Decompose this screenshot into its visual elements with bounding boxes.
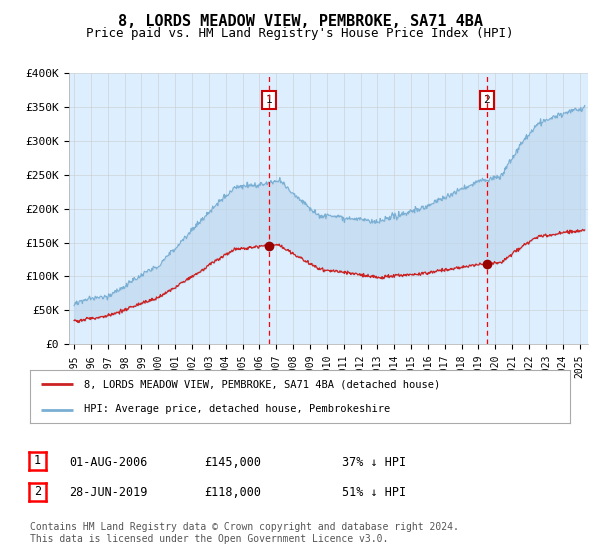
Text: 2: 2 bbox=[484, 95, 490, 105]
Text: 1: 1 bbox=[266, 95, 272, 105]
Text: 28-JUN-2019: 28-JUN-2019 bbox=[69, 486, 148, 500]
Text: HPI: Average price, detached house, Pembrokeshire: HPI: Average price, detached house, Pemb… bbox=[84, 404, 390, 414]
Text: 51% ↓ HPI: 51% ↓ HPI bbox=[342, 486, 406, 500]
Text: 01-AUG-2006: 01-AUG-2006 bbox=[69, 455, 148, 469]
Text: 2: 2 bbox=[34, 485, 41, 498]
Text: Contains HM Land Registry data © Crown copyright and database right 2024.
This d: Contains HM Land Registry data © Crown c… bbox=[30, 522, 459, 544]
Text: Price paid vs. HM Land Registry's House Price Index (HPI): Price paid vs. HM Land Registry's House … bbox=[86, 27, 514, 40]
Text: 8, LORDS MEADOW VIEW, PEMBROKE, SA71 4BA: 8, LORDS MEADOW VIEW, PEMBROKE, SA71 4BA bbox=[118, 14, 482, 29]
Text: £145,000: £145,000 bbox=[204, 455, 261, 469]
Text: 37% ↓ HPI: 37% ↓ HPI bbox=[342, 455, 406, 469]
Text: £118,000: £118,000 bbox=[204, 486, 261, 500]
Text: 1: 1 bbox=[34, 454, 41, 468]
Text: 8, LORDS MEADOW VIEW, PEMBROKE, SA71 4BA (detached house): 8, LORDS MEADOW VIEW, PEMBROKE, SA71 4BA… bbox=[84, 380, 440, 390]
